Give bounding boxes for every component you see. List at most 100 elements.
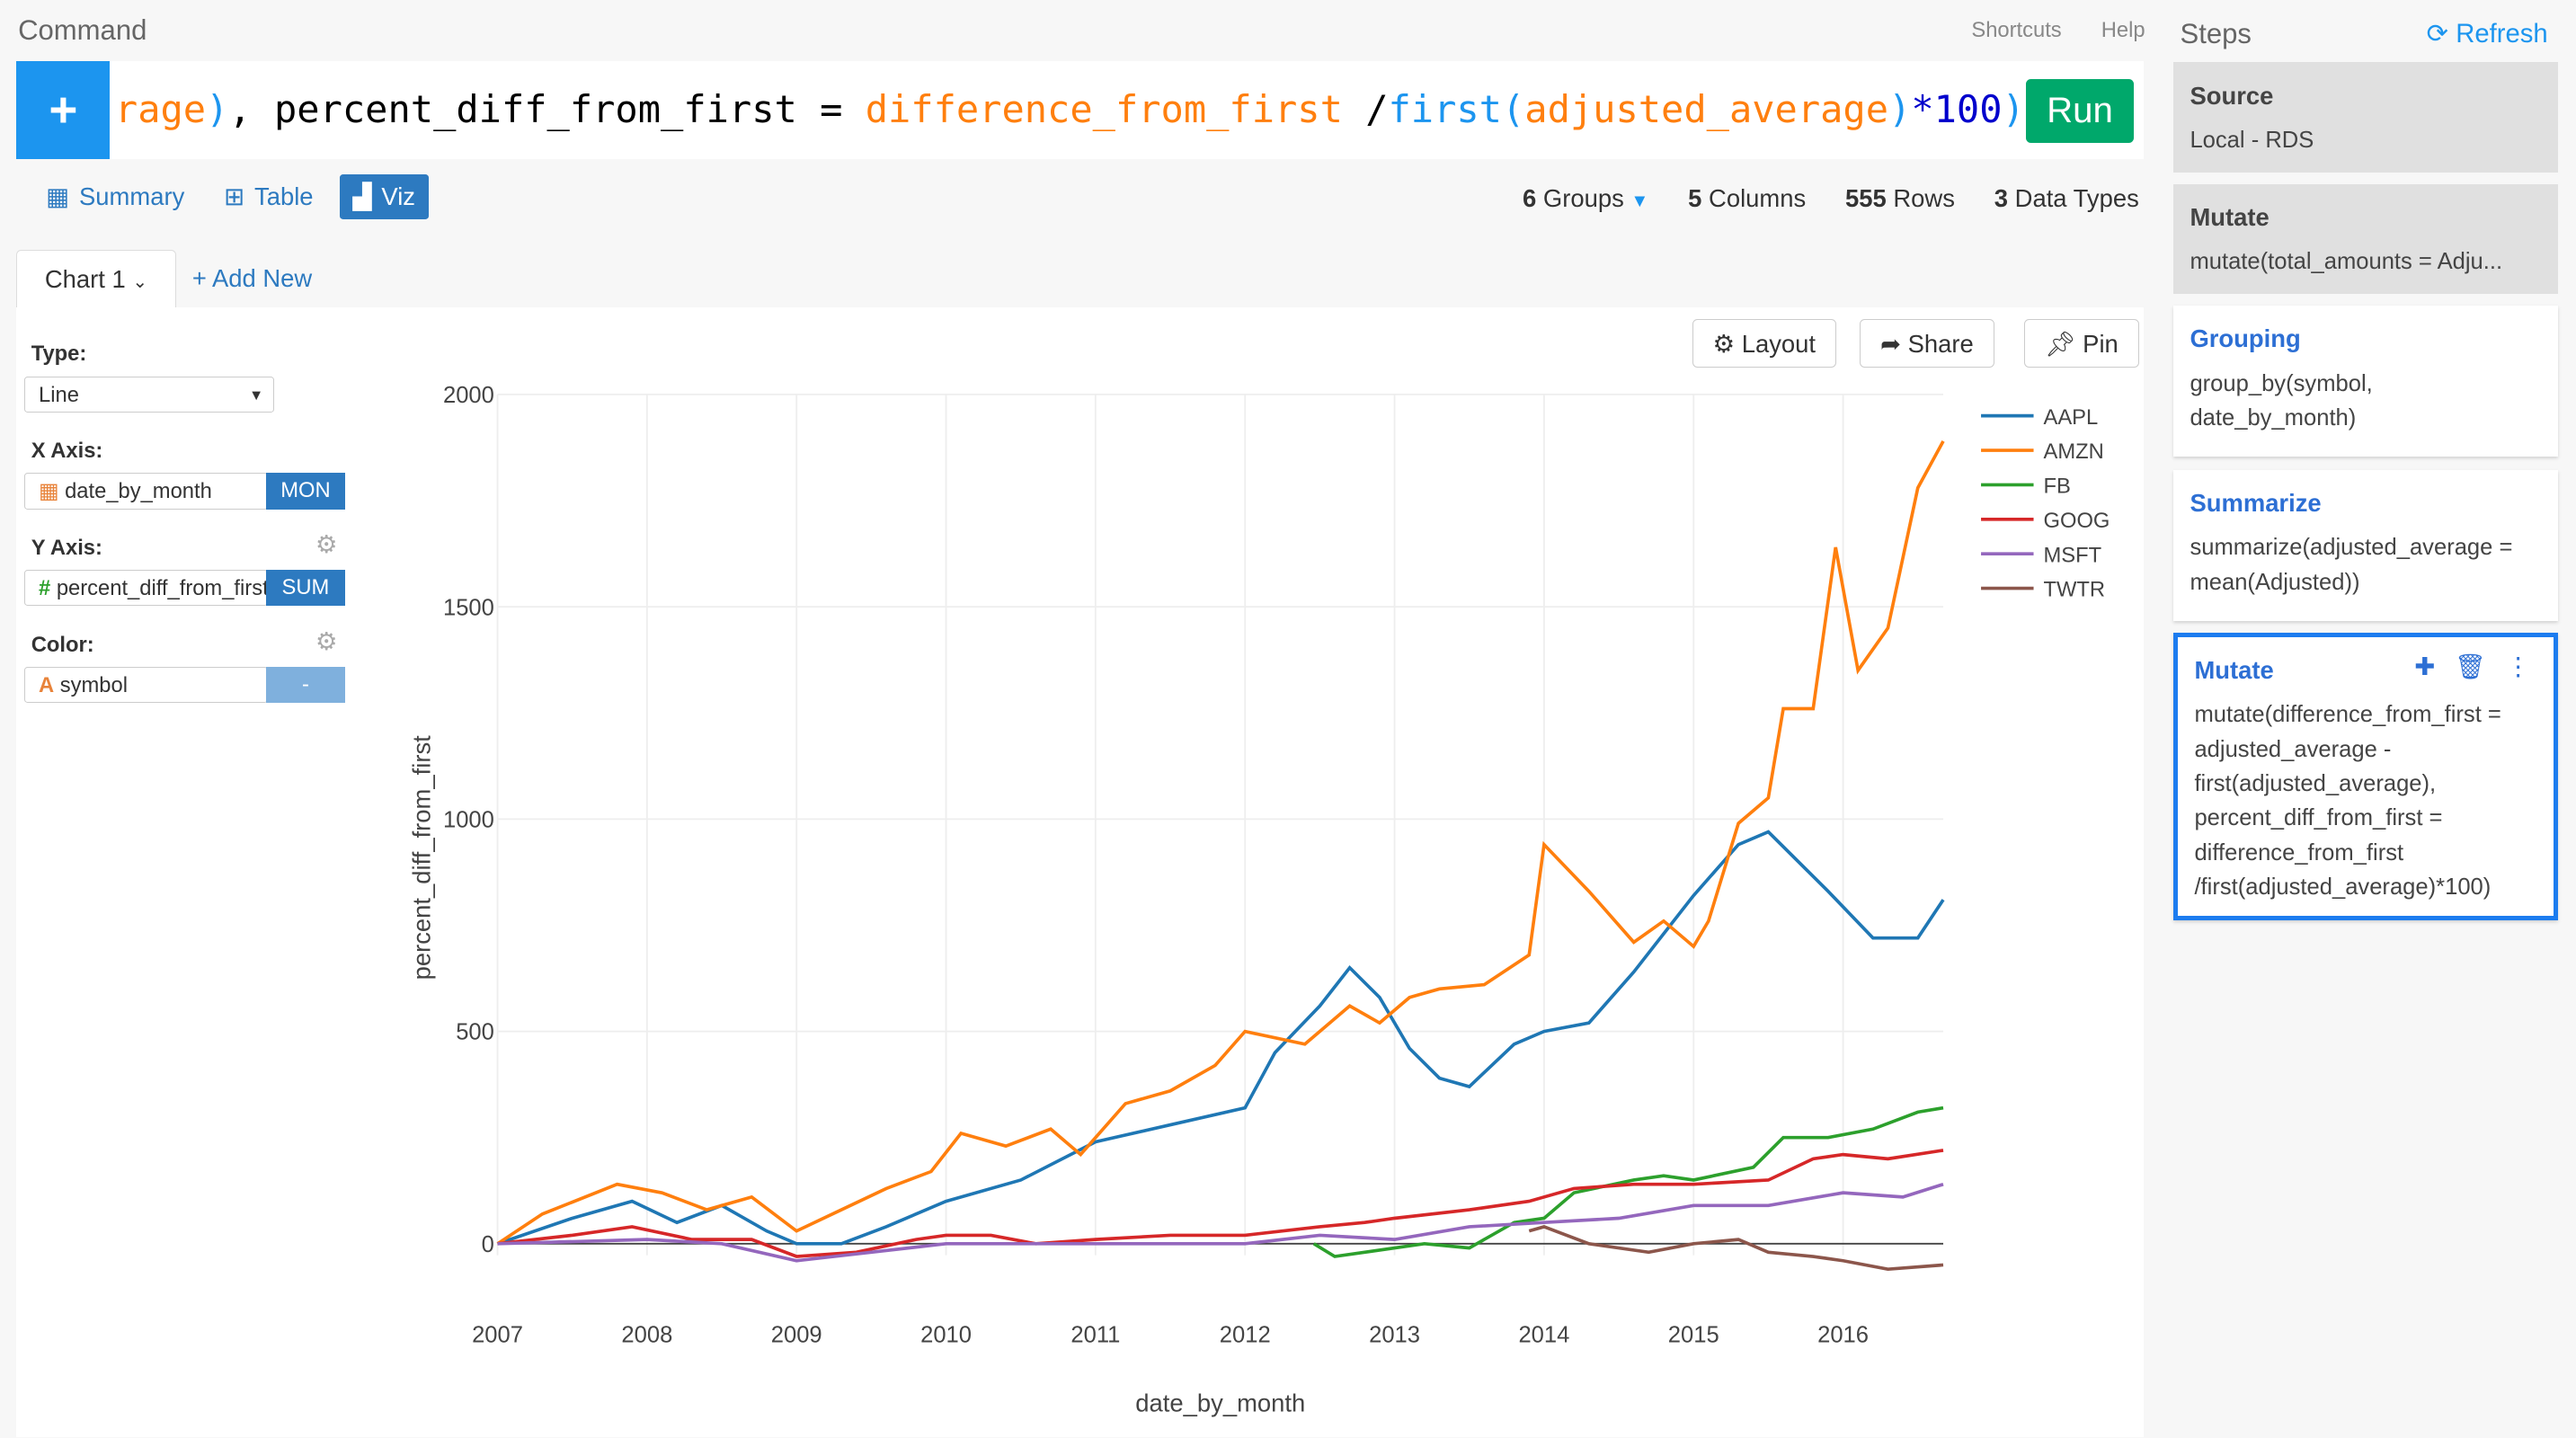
groups-label: Groups: [1542, 183, 1624, 212]
groups-dropdown[interactable]: 6 Groups ▼: [1523, 184, 1648, 213]
y-tick-label: 2000: [443, 383, 494, 408]
x-tick-label: 2013: [1369, 1322, 1420, 1347]
help-link[interactable]: Help: [2101, 18, 2145, 43]
pin-button[interactable]: 📌︎ Pin: [2023, 318, 2139, 368]
x-tick-label: 2015: [1668, 1322, 1719, 1347]
x-tick-label: 2009: [771, 1322, 822, 1347]
y-tick-label: 1000: [443, 807, 494, 832]
code-token: first(: [1388, 86, 1525, 131]
x-axis-title: date_by_month: [1136, 1389, 1306, 1416]
x-axis-label: X Axis:: [31, 439, 103, 464]
y-axis-aggregate-button[interactable]: SUM: [266, 570, 345, 607]
code-token: *100: [1911, 86, 2003, 131]
y-axis-title: percent_diff_from_first: [408, 735, 436, 981]
series-line-msft: [497, 1182, 1944, 1263]
step-mutate-1[interactable]: Mutate mutate(total_amounts = Adju...: [2173, 183, 2558, 295]
rows-stat: 555 Rows: [1845, 183, 1955, 212]
text-type-icon: A: [39, 673, 55, 698]
tab-label: Table: [254, 182, 314, 210]
gear-icon[interactable]: ⚙: [315, 627, 338, 656]
line-chart[interactable]: 2007 2008 2009 2010 2011 2012 2013 2014 2015 2016…: [16, 307, 2144, 1438]
color-label: Color:: [31, 632, 94, 657]
x-tick-label: 2007: [472, 1322, 523, 1347]
code-token: , percent_diff_from_first =: [228, 86, 866, 131]
caret-down-icon: ▼: [1630, 191, 1649, 211]
share-button[interactable]: ➦ Share: [1860, 318, 1994, 368]
chart-tab-label: Chart 1: [44, 264, 126, 293]
tab-summary[interactable]: ▦ Summary: [33, 174, 198, 219]
viz-panel: Type: Line ▼ X Axis: ▦ date_by_month MON …: [16, 306, 2145, 1438]
gear-icon[interactable]: ⚙: [315, 530, 338, 559]
step-summarize[interactable]: Summarize summarize(adjusted_average = me…: [2173, 469, 2558, 621]
chevron-down-icon: ⌄: [132, 271, 148, 292]
y-axis-label: Y Axis:: [31, 535, 102, 560]
series-line-goog: [497, 1148, 1944, 1258]
code-token: ): [1888, 86, 1912, 131]
code-token: rage: [114, 86, 207, 131]
command-input[interactable]: rage), percent_diff_from_first = differe…: [115, 87, 2025, 131]
tab-label: Summary: [79, 182, 185, 210]
layout-button[interactable]: ⚙ Layout: [1692, 318, 1836, 368]
legend-label: AAPL: [2044, 405, 2099, 430]
y-axis-field[interactable]: # percent_diff_from_first: [24, 570, 268, 607]
x-tick-label: 2012: [1220, 1322, 1271, 1347]
step-grouping[interactable]: Grouping group_by(symbol, date_by_month): [2173, 305, 2558, 457]
series-line-amzn: [496, 439, 1945, 1246]
legend-label: FB: [2044, 474, 2071, 498]
command-label: Command: [18, 14, 147, 47]
gear-icon: ⚙: [1712, 329, 1736, 358]
code-token: adjusted_average: [1524, 86, 1889, 131]
type-label: Type:: [31, 342, 87, 367]
legend-label: MSFT: [2044, 543, 2102, 567]
caret-down-icon: ▼: [248, 386, 264, 404]
chart-tab[interactable]: Chart 1 ⌄: [16, 249, 176, 308]
groups-count: 6: [1523, 183, 1537, 212]
x-tick-label: 2010: [920, 1322, 972, 1347]
columns-stat: 5 Columns: [1688, 183, 1807, 212]
code-token: /: [1342, 86, 1389, 131]
pin-icon: 📌︎: [2044, 329, 2076, 358]
x-axis-field[interactable]: ▦ date_by_month: [24, 473, 268, 510]
type-select[interactable]: Line ▼: [24, 376, 275, 413]
command-bar: + rage), percent_diff_from_first = diffe…: [16, 60, 2145, 160]
add-step-button[interactable]: +: [16, 60, 111, 160]
color-field[interactable]: A symbol: [24, 667, 268, 704]
add-new-chart-link[interactable]: + Add New: [191, 264, 313, 293]
legend-label: AMZN: [2044, 439, 2104, 464]
shortcuts-link[interactable]: Shortcuts: [1971, 18, 2062, 43]
step-mutate-2[interactable]: Mutate ✚ 🗑︎ ⋮ mutate(difference_from_first…: [2173, 632, 2558, 920]
y-tick-label: 0: [482, 1232, 494, 1257]
x-axis-unit-button[interactable]: MON: [266, 473, 345, 510]
refresh-button[interactable]: ⟳ Refresh: [2426, 20, 2548, 49]
series-line-twtr: [1529, 1224, 1944, 1271]
trash-icon[interactable]: 🗑︎: [2455, 652, 2486, 681]
types-stat: 3 Data Types: [1994, 183, 2139, 212]
tab-viz[interactable]: ▟ Viz: [339, 173, 429, 219]
step-source[interactable]: Source Local - RDS: [2173, 62, 2558, 173]
refresh-icon: ⟳: [2426, 20, 2449, 49]
more-vertical-icon[interactable]: ⋮: [2505, 652, 2531, 681]
table-icon: ⊞: [224, 182, 245, 210]
share-icon: ➦: [1879, 329, 1901, 358]
run-button[interactable]: Run: [2025, 78, 2135, 143]
add-icon[interactable]: ✚: [2414, 652, 2436, 681]
code-token: ): [206, 86, 229, 131]
legend-label: GOOG: [2044, 509, 2110, 533]
code-token: difference_from_first: [865, 86, 1343, 131]
tab-label: Viz: [381, 182, 415, 210]
calendar-icon: ▦: [39, 479, 59, 504]
code-token: ): [2002, 86, 2025, 131]
legend-label: TWTR: [2044, 577, 2106, 601]
tab-table[interactable]: ⊞ Table: [211, 174, 327, 219]
x-tick-label: 2016: [1817, 1322, 1869, 1347]
steps-title: Steps: [2180, 18, 2252, 50]
color-option-button[interactable]: -: [266, 667, 345, 704]
x-tick-label: 2008: [622, 1322, 673, 1347]
summary-icon: ▦: [46, 182, 70, 210]
y-tick-label: 1500: [443, 595, 494, 620]
x-tick-label: 2014: [1519, 1322, 1570, 1347]
hash-icon: #: [39, 576, 51, 601]
bar-chart-icon: ▟: [352, 182, 372, 210]
x-tick-label: 2011: [1071, 1322, 1121, 1347]
series-line-fb: [1313, 1105, 1944, 1258]
